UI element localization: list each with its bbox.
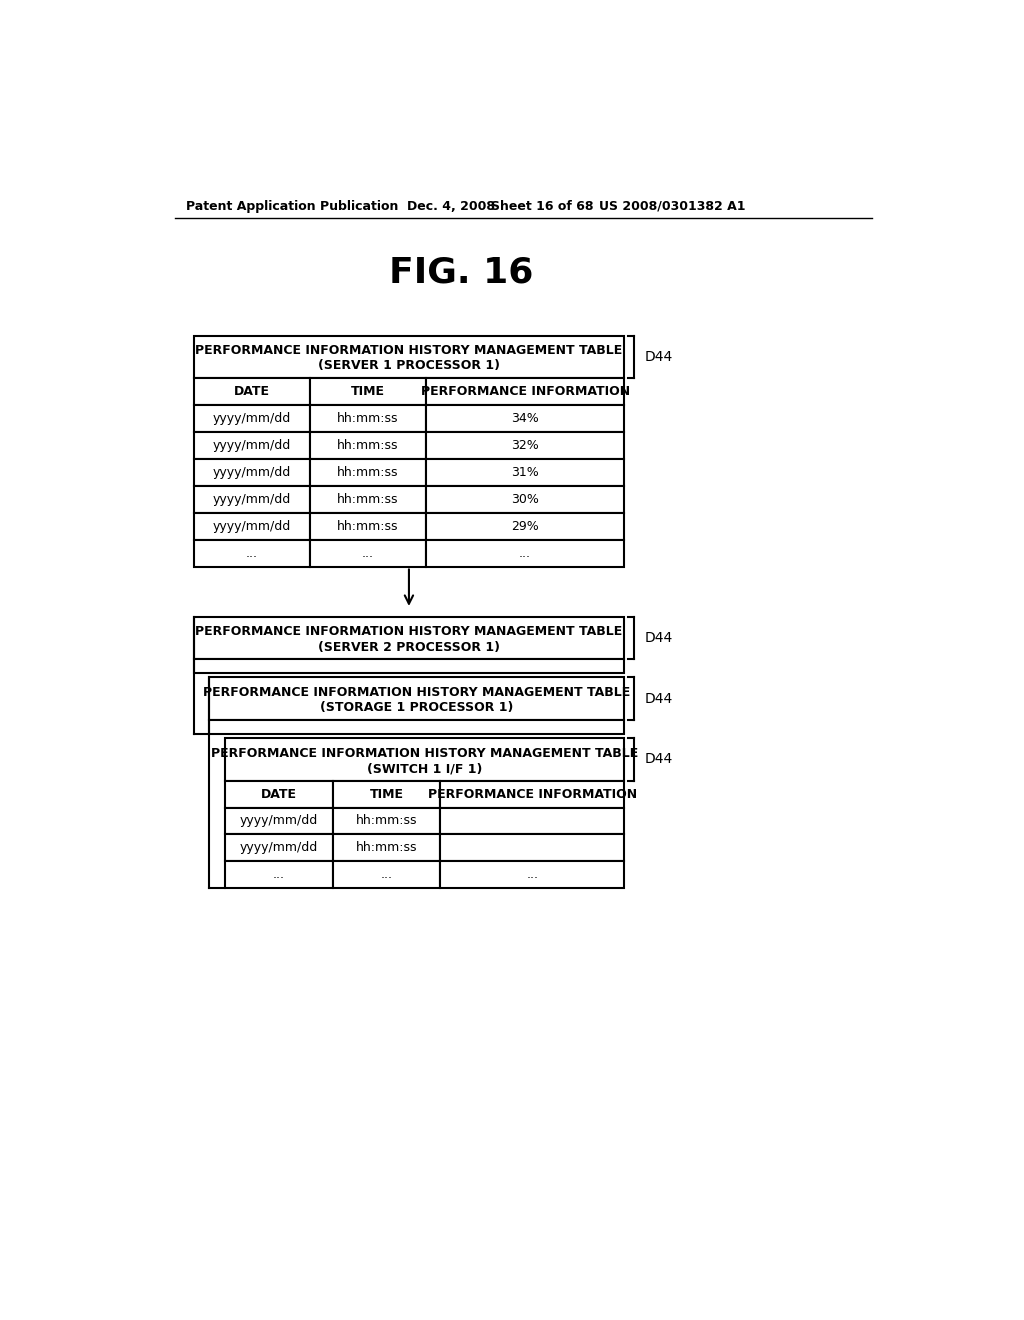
Text: FIG. 16: FIG. 16 bbox=[389, 255, 534, 289]
Text: 30%: 30% bbox=[511, 492, 539, 506]
Bar bbox=[225, 834, 333, 862]
Text: D44: D44 bbox=[645, 692, 673, 706]
Bar bbox=[194, 459, 310, 486]
Text: ...: ... bbox=[519, 546, 531, 560]
Text: hh:mm:ss: hh:mm:ss bbox=[337, 466, 398, 479]
Bar bbox=[194, 378, 310, 405]
Bar bbox=[426, 459, 624, 486]
Bar bbox=[194, 432, 310, 459]
Bar bbox=[225, 862, 333, 888]
Bar bbox=[209, 677, 624, 719]
Text: hh:mm:ss: hh:mm:ss bbox=[337, 412, 398, 425]
Text: hh:mm:ss: hh:mm:ss bbox=[337, 492, 398, 506]
Text: hh:mm:ss: hh:mm:ss bbox=[337, 520, 398, 532]
Text: yyyy/mm/dd: yyyy/mm/dd bbox=[213, 520, 291, 532]
Bar bbox=[310, 378, 426, 405]
Bar bbox=[194, 616, 624, 659]
Text: DATE: DATE bbox=[261, 788, 297, 800]
Bar bbox=[310, 540, 426, 566]
Bar bbox=[194, 405, 310, 432]
Bar bbox=[426, 378, 624, 405]
Bar bbox=[310, 432, 426, 459]
Bar bbox=[310, 459, 426, 486]
Text: yyyy/mm/dd: yyyy/mm/dd bbox=[240, 841, 317, 854]
Text: 32%: 32% bbox=[511, 438, 539, 451]
Bar bbox=[225, 780, 333, 808]
Text: (SERVER 2 PROCESSOR 1): (SERVER 2 PROCESSOR 1) bbox=[317, 640, 500, 653]
Text: 34%: 34% bbox=[511, 412, 539, 425]
Text: Sheet 16 of 68: Sheet 16 of 68 bbox=[490, 199, 593, 213]
Text: yyyy/mm/dd: yyyy/mm/dd bbox=[240, 814, 317, 828]
Text: (SERVER 1 PROCESSOR 1): (SERVER 1 PROCESSOR 1) bbox=[317, 359, 500, 372]
Bar bbox=[194, 512, 310, 540]
Text: ...: ... bbox=[526, 869, 539, 882]
Text: ...: ... bbox=[381, 869, 392, 882]
Text: 31%: 31% bbox=[511, 466, 539, 479]
Bar bbox=[194, 486, 310, 512]
Text: Dec. 4, 2008: Dec. 4, 2008 bbox=[407, 199, 495, 213]
Bar bbox=[310, 512, 426, 540]
Bar bbox=[440, 862, 624, 888]
Text: TIME: TIME bbox=[351, 385, 385, 397]
Text: (STORAGE 1 PROCESSOR 1): (STORAGE 1 PROCESSOR 1) bbox=[319, 701, 513, 714]
Text: Patent Application Publication: Patent Application Publication bbox=[186, 199, 398, 213]
Text: TIME: TIME bbox=[370, 788, 403, 800]
Bar bbox=[333, 834, 440, 862]
Bar bbox=[440, 808, 624, 834]
Text: ...: ... bbox=[272, 869, 285, 882]
Text: ...: ... bbox=[246, 546, 258, 560]
Text: US 2008/0301382 A1: US 2008/0301382 A1 bbox=[599, 199, 745, 213]
Text: 29%: 29% bbox=[511, 520, 539, 532]
Bar bbox=[440, 834, 624, 862]
Text: yyyy/mm/dd: yyyy/mm/dd bbox=[213, 466, 291, 479]
Text: yyyy/mm/dd: yyyy/mm/dd bbox=[213, 412, 291, 425]
Text: PERFORMANCE INFORMATION HISTORY MANAGEMENT TABLE: PERFORMANCE INFORMATION HISTORY MANAGEME… bbox=[203, 685, 631, 698]
Bar bbox=[209, 719, 624, 734]
Text: D44: D44 bbox=[645, 350, 673, 364]
Bar bbox=[333, 862, 440, 888]
Text: DATE: DATE bbox=[233, 385, 270, 397]
Bar bbox=[194, 659, 624, 673]
Bar bbox=[426, 540, 624, 566]
Text: PERFORMANCE INFORMATION HISTORY MANAGEMENT TABLE: PERFORMANCE INFORMATION HISTORY MANAGEME… bbox=[211, 747, 638, 759]
Text: hh:mm:ss: hh:mm:ss bbox=[355, 814, 417, 828]
Bar bbox=[333, 808, 440, 834]
Text: hh:mm:ss: hh:mm:ss bbox=[355, 841, 417, 854]
Bar bbox=[426, 405, 624, 432]
Text: PERFORMANCE INFORMATION HISTORY MANAGEMENT TABLE: PERFORMANCE INFORMATION HISTORY MANAGEME… bbox=[196, 343, 623, 356]
Bar bbox=[225, 808, 333, 834]
Bar bbox=[194, 335, 624, 378]
Bar bbox=[310, 405, 426, 432]
Text: ...: ... bbox=[362, 546, 374, 560]
Text: PERFORMANCE INFORMATION: PERFORMANCE INFORMATION bbox=[421, 385, 630, 397]
Text: PERFORMANCE INFORMATION: PERFORMANCE INFORMATION bbox=[428, 788, 637, 800]
Bar bbox=[194, 540, 310, 566]
Text: hh:mm:ss: hh:mm:ss bbox=[337, 438, 398, 451]
Text: D44: D44 bbox=[645, 631, 673, 644]
Text: PERFORMANCE INFORMATION HISTORY MANAGEMENT TABLE: PERFORMANCE INFORMATION HISTORY MANAGEME… bbox=[196, 624, 623, 638]
Text: D44: D44 bbox=[645, 752, 673, 767]
Bar bbox=[225, 738, 624, 780]
Bar bbox=[426, 432, 624, 459]
Bar bbox=[333, 780, 440, 808]
Text: yyyy/mm/dd: yyyy/mm/dd bbox=[213, 492, 291, 506]
Bar bbox=[310, 486, 426, 512]
Bar bbox=[440, 780, 624, 808]
Bar bbox=[426, 512, 624, 540]
Text: yyyy/mm/dd: yyyy/mm/dd bbox=[213, 438, 291, 451]
Text: (SWITCH 1 I/F 1): (SWITCH 1 I/F 1) bbox=[367, 762, 482, 775]
Bar bbox=[426, 486, 624, 512]
